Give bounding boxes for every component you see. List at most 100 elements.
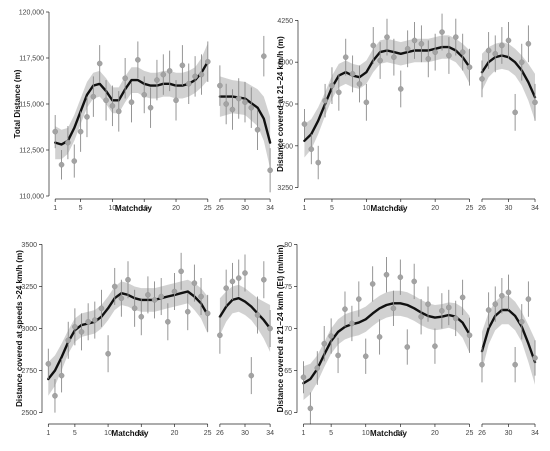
data-point <box>198 293 204 300</box>
data-point <box>397 274 404 281</box>
y-tick-label: 3250 <box>277 185 293 192</box>
y-axis-title: Total Distance (m) <box>13 69 22 138</box>
data-point <box>418 313 424 320</box>
data-point <box>229 106 236 113</box>
data-point <box>223 101 229 107</box>
data-point <box>404 46 411 52</box>
data-point <box>329 82 335 89</box>
data-point <box>342 306 348 312</box>
data-point <box>459 294 466 301</box>
x-tick-label: 20 <box>172 205 180 212</box>
data-point <box>165 318 171 325</box>
y-tick-label: 117,500 <box>19 56 44 63</box>
confidence-band <box>48 279 208 396</box>
data-point <box>370 42 377 49</box>
x-axis-title: Matchday <box>370 429 407 438</box>
x-tick-label: 30 <box>505 205 513 212</box>
y-tick-label: 3750 <box>277 102 293 109</box>
y-tick-label: 65 <box>284 368 292 375</box>
data-point <box>151 297 158 303</box>
x-tick-label: 1 <box>46 430 50 437</box>
x-tick-label: 15 <box>140 205 148 212</box>
data-point <box>336 89 342 96</box>
y-axis-title: Distance covered at 21–24 km/h (Et) (m/m… <box>276 244 285 412</box>
data-point <box>261 53 267 59</box>
data-point <box>376 334 383 340</box>
data-point <box>141 92 148 98</box>
data-point <box>356 296 362 302</box>
data-point <box>300 374 307 381</box>
data-point <box>52 128 58 135</box>
data-point <box>105 350 111 357</box>
data-point <box>92 317 98 323</box>
data-point <box>254 312 261 318</box>
data-point <box>109 103 116 109</box>
data-point <box>248 104 255 111</box>
data-point <box>492 51 499 57</box>
data-point <box>217 332 223 339</box>
data-point <box>505 37 512 44</box>
data-point <box>125 276 131 283</box>
data-point <box>111 283 118 290</box>
y-tick-label: 110,000 <box>19 194 44 201</box>
data-point <box>45 361 52 367</box>
data-point <box>479 361 485 368</box>
data-point <box>128 99 135 105</box>
data-point <box>65 337 72 344</box>
x-tick-label: 5 <box>79 205 83 212</box>
data-point <box>439 29 445 35</box>
y-tick-label: 3500 <box>277 143 293 150</box>
x-tick-label: 34 <box>266 205 274 212</box>
data-point <box>71 158 78 164</box>
data-point <box>229 278 236 285</box>
data-point <box>383 271 390 278</box>
x-tick-label: 25 <box>204 430 212 437</box>
data-point <box>321 340 328 347</box>
data-point <box>411 278 417 285</box>
data-point <box>425 301 431 307</box>
data-point <box>391 54 397 60</box>
data-point <box>145 292 151 298</box>
x-tick-label: 34 <box>266 430 274 437</box>
data-point <box>499 42 505 49</box>
data-point <box>204 310 211 317</box>
data-point <box>315 159 322 166</box>
data-point <box>459 49 466 55</box>
data-point <box>452 34 459 40</box>
data-point <box>505 289 512 296</box>
y-tick-label: 3000 <box>21 326 37 333</box>
data-point <box>446 52 452 59</box>
data-point <box>369 281 376 287</box>
data-point <box>72 324 78 330</box>
data-point <box>96 60 103 67</box>
data-point <box>198 71 205 78</box>
x-tick-label: 34 <box>531 430 539 437</box>
x-tick-label: 15 <box>396 430 404 437</box>
data-point <box>377 57 383 64</box>
data-point <box>185 80 192 87</box>
x-tick-label: 5 <box>329 430 333 437</box>
x-axis-title: Matchday <box>115 204 152 213</box>
data-point <box>356 81 363 87</box>
data-point <box>171 288 178 295</box>
x-tick-label: 1 <box>53 205 57 212</box>
x-tick-label: 26 <box>216 205 224 212</box>
data-point <box>432 343 438 349</box>
data-point <box>90 93 97 100</box>
x-tick-label: 1 <box>302 430 306 437</box>
x-tick-label: 30 <box>241 205 249 212</box>
data-point <box>191 280 198 286</box>
y-axis-title: Distance covered at speeds >24 km/h (m) <box>15 250 24 407</box>
y-axis-title: Distance covered at 21–24 km/h (m) <box>276 36 285 172</box>
data-point <box>485 307 492 313</box>
data-point <box>84 114 90 120</box>
x-tick-label: 26 <box>478 430 486 437</box>
data-point <box>445 304 452 311</box>
x-tick-label: 26 <box>478 205 486 212</box>
data-point <box>173 97 179 104</box>
y-tick-label: 3500 <box>21 242 37 249</box>
data-point <box>178 268 184 275</box>
data-point <box>242 99 248 105</box>
